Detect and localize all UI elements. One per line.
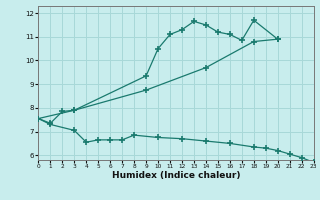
- X-axis label: Humidex (Indice chaleur): Humidex (Indice chaleur): [112, 171, 240, 180]
